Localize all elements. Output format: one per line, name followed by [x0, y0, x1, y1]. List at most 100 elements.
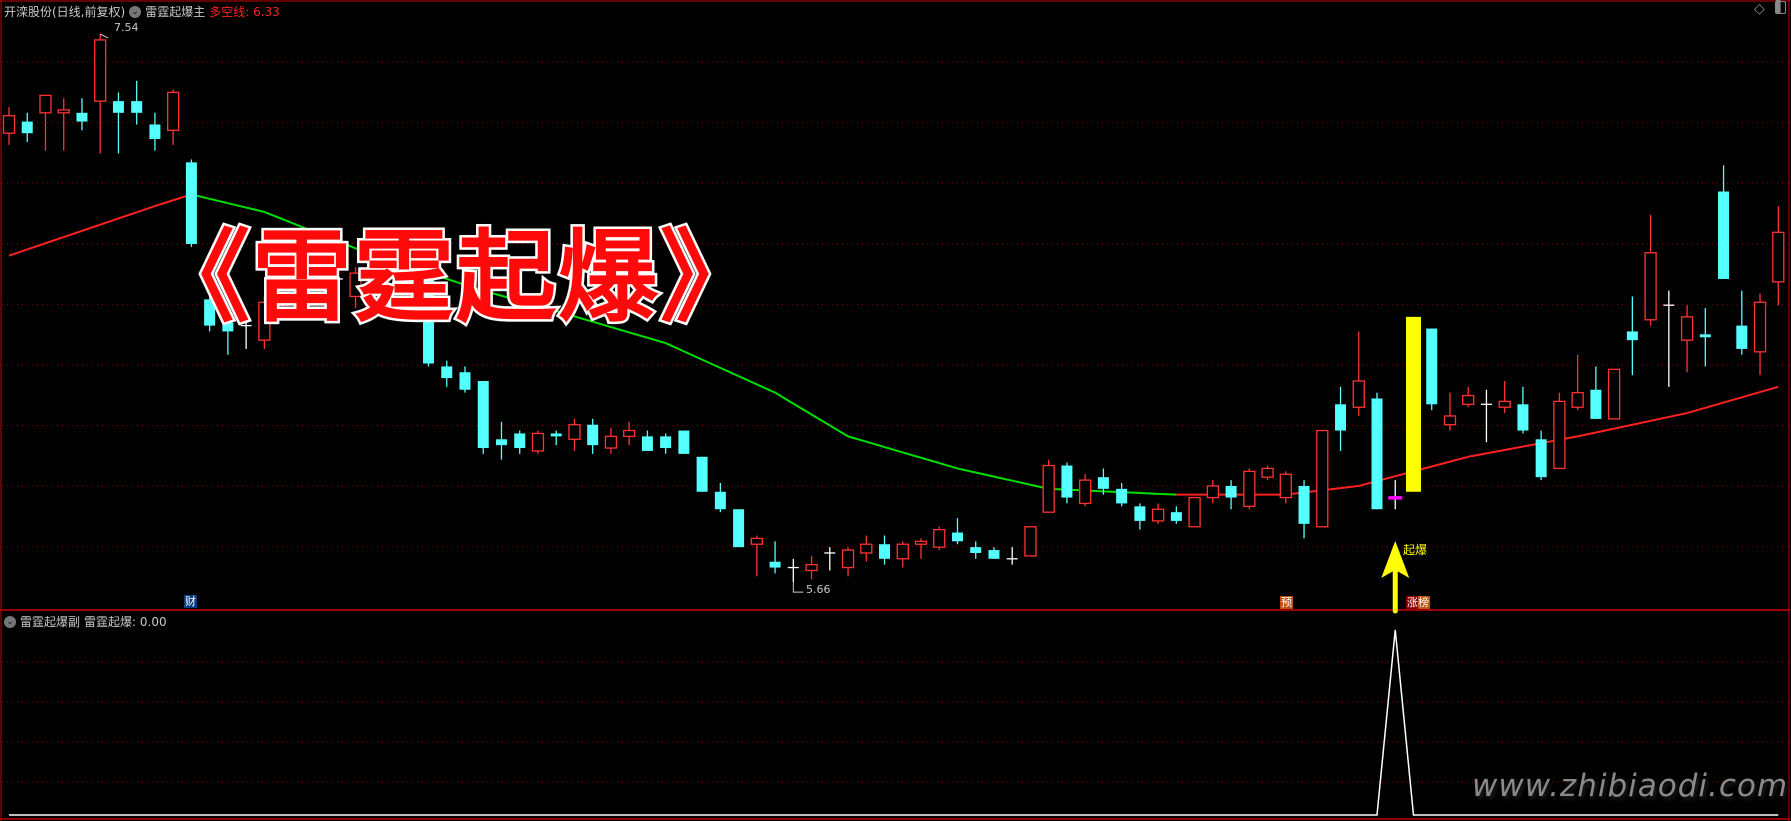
candle-body-down — [368, 273, 380, 291]
ma-line-segment — [8, 248, 28, 257]
ma-line-segment — [938, 462, 958, 470]
candle-body-up — [1206, 485, 1219, 499]
candle-body-down — [678, 430, 690, 454]
candle-body-down — [76, 112, 88, 122]
candle-body-up — [1443, 415, 1457, 426]
candle-body-down — [1097, 477, 1109, 489]
ma-line-segment — [1613, 423, 1633, 430]
tag-cai[interactable]: 财 — [184, 595, 197, 608]
candle-body-up — [167, 91, 180, 131]
sub-series-value: 0.00 — [139, 615, 167, 629]
candle-body-up — [1243, 470, 1256, 507]
ma-line-segment — [45, 236, 65, 245]
ma-line-segment — [574, 315, 593, 323]
candle-body-down — [131, 101, 143, 113]
tag-yu[interactable]: 预 — [1280, 596, 1293, 609]
candle-body-down — [1626, 331, 1638, 341]
watermark: www.zhibiaodi.com — [1472, 768, 1789, 804]
ma-line-segment — [446, 278, 466, 286]
ma-line-segment — [811, 413, 831, 427]
ma-line-segment — [647, 336, 666, 345]
signal-marker — [1388, 496, 1403, 500]
candle-body-up — [1553, 400, 1566, 470]
candle-body-down — [459, 372, 471, 390]
ma-line-segment — [209, 197, 229, 205]
low-price-label: 5.66 — [806, 583, 831, 596]
diamond-icon[interactable]: ◇ — [1754, 1, 1765, 17]
ma-line-segment — [957, 467, 976, 474]
candle-body-up — [1772, 231, 1785, 283]
candle-body-up — [623, 429, 636, 438]
ma-line-segment — [355, 247, 375, 257]
ma-line-segment — [993, 475, 1013, 482]
low-pointer — [792, 582, 804, 593]
ma-line-segment — [628, 331, 648, 339]
sub-header: ⌄ 雷霆起爆副 雷霆起爆: 0.00 — [4, 613, 167, 630]
candle-body-up — [1753, 301, 1767, 353]
ma-line-segment — [774, 391, 794, 405]
candle-body-up — [1571, 392, 1584, 408]
main-header: 开滦股份(日线,前复权) ⌄ 雷霆起爆主 多空线: 6.33 — [4, 5, 280, 19]
chevron-down-icon[interactable]: ⌄ — [4, 615, 16, 628]
ma-line-segment — [1577, 431, 1597, 438]
ma-line-segment — [1504, 445, 1524, 451]
candle-body-up — [385, 266, 399, 292]
ma-line-segment — [555, 310, 575, 318]
ma-line-segment — [1705, 401, 1724, 409]
panel-toggle-icon[interactable]: ▌ — [1775, 0, 1786, 14]
ma-line-segment — [1741, 391, 1761, 399]
candle-body-down — [295, 267, 307, 297]
main-indicator-name[interactable]: 雷霆起爆主 — [145, 5, 206, 19]
ma-line-segment — [719, 366, 740, 378]
ma-line-segment — [1158, 492, 1177, 496]
high-pointer — [99, 33, 109, 39]
ma-line-segment — [537, 304, 557, 312]
sub-series-label: 雷霆起爆 — [84, 615, 133, 629]
candle-body-down — [313, 273, 325, 285]
ma-line-segment — [592, 320, 612, 329]
ma-line-segment — [227, 202, 247, 209]
ma-line-segment — [1668, 412, 1688, 418]
ma-line-segment — [136, 205, 156, 214]
ma-line-segment — [701, 358, 721, 369]
ma-line-segment — [282, 218, 302, 228]
ma-line-segment — [245, 206, 265, 213]
candle-body-down — [587, 424, 599, 446]
candle-body-down — [660, 436, 672, 449]
tag-zhangbang[interactable]: 涨榜 — [1406, 596, 1430, 609]
ma-line-segment — [300, 225, 320, 235]
candle-body-down — [514, 433, 526, 449]
candle-body-down — [495, 439, 507, 446]
ma-line-segment — [81, 223, 101, 232]
ma-line-segment — [829, 424, 849, 438]
candle-body-down — [733, 509, 745, 548]
candle-body-down — [1517, 404, 1529, 431]
ma-line-segment — [920, 456, 940, 465]
ma-line-segment — [118, 211, 138, 220]
ma-line-segment — [318, 232, 338, 242]
ma-line-segment — [1139, 492, 1159, 495]
candle-body-down — [149, 124, 161, 140]
candle-body-down — [1590, 389, 1602, 419]
sub-indicator-line — [9, 629, 1779, 816]
ma-line-segment — [756, 383, 776, 394]
chevron-down-icon[interactable]: ⌄ — [129, 5, 142, 18]
candle-body-up — [1188, 496, 1201, 528]
candle-body-down — [1736, 325, 1748, 349]
sub-indicator-name[interactable]: 雷霆起爆副 — [20, 615, 81, 629]
candle-body-up — [39, 94, 52, 114]
candle-body-up — [1352, 380, 1365, 408]
candle-body-down — [477, 380, 489, 449]
candle-body-up — [1279, 473, 1292, 499]
candle-body-up — [349, 272, 362, 298]
ma-line-segment — [154, 199, 174, 208]
candle-body-down — [641, 436, 653, 451]
candle-body-down — [1116, 488, 1128, 504]
ma-line-segment — [975, 471, 995, 478]
ma-line-segment — [99, 217, 119, 226]
ma-line-segment — [482, 289, 502, 297]
ma-line-segment — [26, 242, 46, 251]
candle-body-down — [222, 322, 234, 332]
ma-line-segment — [610, 326, 630, 334]
